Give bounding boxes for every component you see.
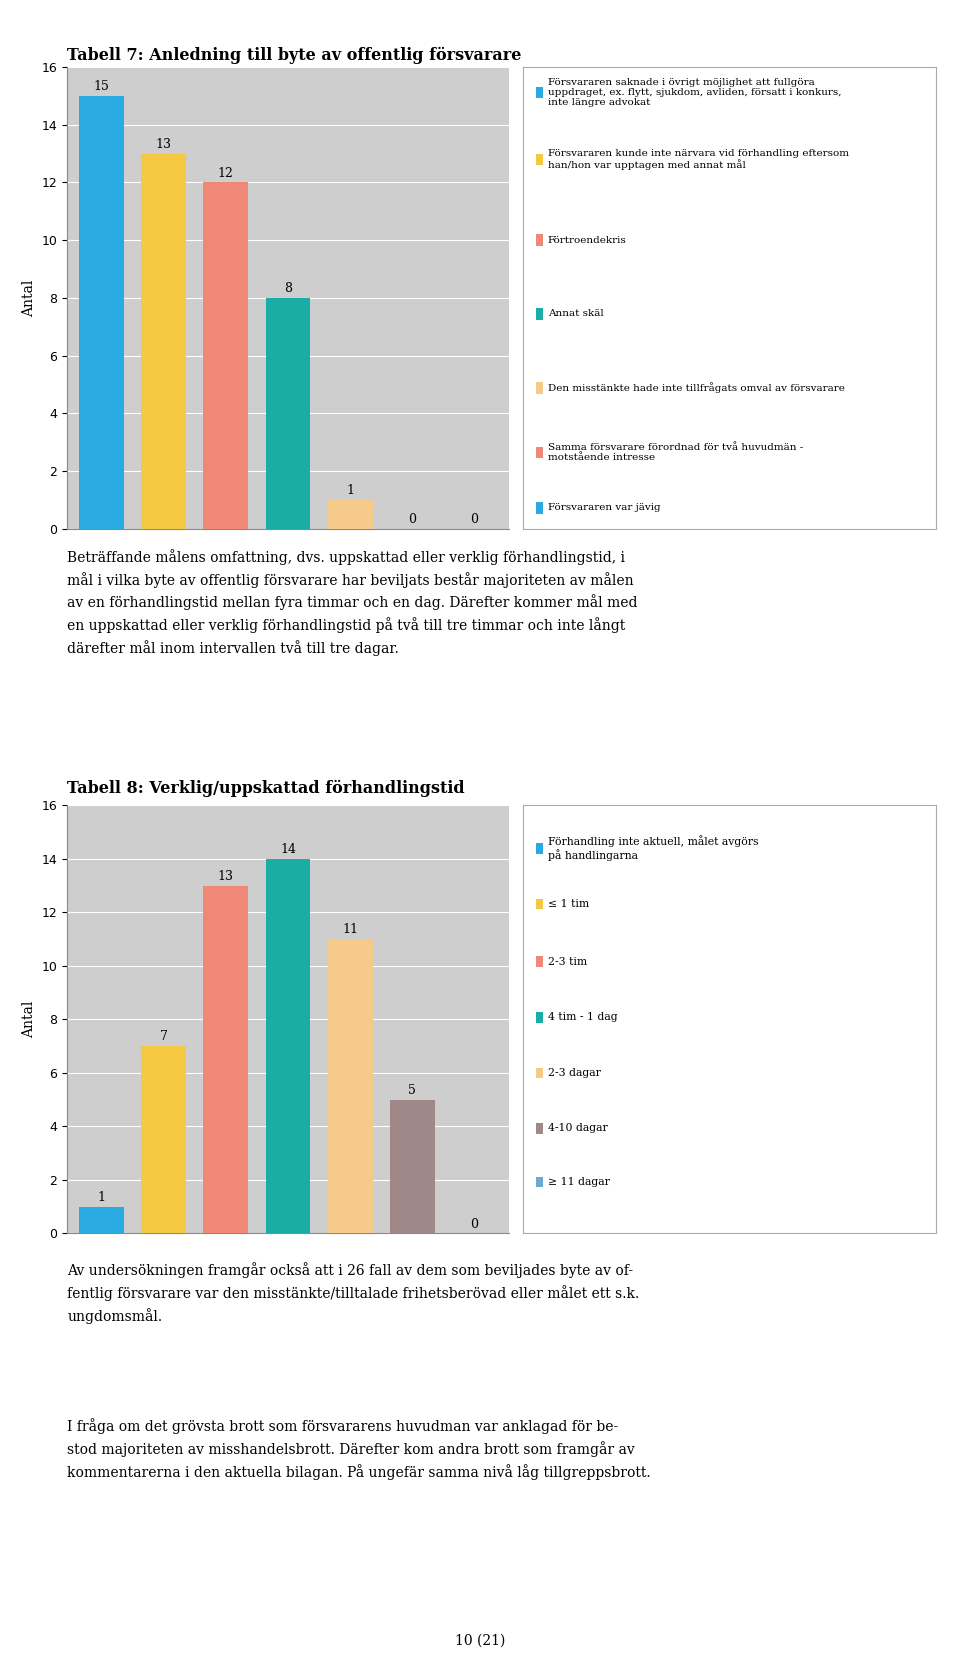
Bar — [536, 383, 542, 394]
Text: 13: 13 — [218, 869, 234, 883]
Text: 0: 0 — [470, 513, 479, 525]
Y-axis label: Antal: Antal — [22, 279, 36, 317]
Text: 12: 12 — [218, 166, 233, 180]
Text: Försvararen kunde inte närvara vid förhandling eftersom
han/hon var upptagen med: Försvararen kunde inte närvara vid förha… — [548, 149, 849, 169]
Text: 11: 11 — [342, 923, 358, 936]
Text: Av undersökningen framgår också att i 26 fall av dem som beviljades byte av of-
: Av undersökningen framgår också att i 26… — [67, 1262, 639, 1324]
Text: Förhandling inte aktuell, målet avgörs
på handlingarna: Förhandling inte aktuell, målet avgörs p… — [548, 836, 758, 861]
Bar — [536, 1176, 542, 1188]
Text: Beträffande målens omfattning, dvs. uppskattad eller verklig förhandlingstid, i
: Beträffande målens omfattning, dvs. upps… — [67, 549, 637, 656]
Bar — [79, 1206, 124, 1233]
Text: 1: 1 — [347, 483, 354, 497]
Bar — [204, 886, 249, 1233]
Text: Tabell 8: Verklig/uppskattad förhandlingstid: Tabell 8: Verklig/uppskattad förhandling… — [67, 780, 465, 797]
Text: 4-10 dagar: 4-10 dagar — [548, 1124, 608, 1134]
Text: 7: 7 — [159, 1030, 168, 1044]
Text: 13: 13 — [156, 138, 172, 151]
Bar — [536, 502, 542, 513]
Bar — [536, 1123, 542, 1134]
Bar — [266, 859, 310, 1233]
Text: 4 tim - 1 dag: 4 tim - 1 dag — [548, 1012, 617, 1022]
Text: ≥ 11 dagar: ≥ 11 dagar — [548, 1176, 610, 1186]
Bar — [536, 154, 542, 164]
Y-axis label: Antal: Antal — [22, 1000, 36, 1039]
Bar — [536, 446, 542, 458]
Bar — [536, 309, 542, 320]
Text: 0: 0 — [408, 513, 417, 525]
Bar — [536, 842, 542, 854]
Text: Tabell 7: Anledning till byte av offentlig försvarare: Tabell 7: Anledning till byte av offentl… — [67, 47, 521, 64]
Text: ≤ 1 tim: ≤ 1 tim — [548, 899, 589, 909]
Bar — [266, 297, 310, 529]
Bar — [536, 898, 542, 909]
Bar — [141, 154, 186, 529]
Bar — [79, 96, 124, 529]
Bar — [536, 1012, 542, 1022]
Text: 14: 14 — [280, 844, 296, 856]
Text: I fråga om det grövsta brott som försvararens huvudman var anklagad för be-
stod: I fråga om det grövsta brott som försvar… — [67, 1418, 651, 1480]
Text: Förtroendekris: Förtroendekris — [548, 235, 627, 245]
Text: 5: 5 — [408, 1084, 417, 1097]
Text: Annat skäl: Annat skäl — [548, 309, 604, 319]
Bar — [536, 87, 542, 99]
Text: Försvararen var jävig: Försvararen var jävig — [548, 503, 660, 512]
Bar — [536, 956, 542, 967]
Bar — [327, 500, 372, 529]
Text: Den misstänkte hade inte tillfrågats omval av försvarare: Den misstänkte hade inte tillfrågats omv… — [548, 383, 845, 393]
Text: 1: 1 — [97, 1191, 106, 1203]
Text: 2-3 tim: 2-3 tim — [548, 956, 588, 967]
Text: Försvararen saknade i övrigt möjlighet att fullgöra
uppdraget, ex. flytt, sjukdo: Försvararen saknade i övrigt möjlighet a… — [548, 77, 842, 107]
Bar — [536, 235, 542, 247]
Text: 2-3 dagar: 2-3 dagar — [548, 1067, 601, 1077]
Bar — [204, 183, 249, 529]
Text: 15: 15 — [93, 81, 109, 92]
Bar — [141, 1045, 186, 1233]
Text: 8: 8 — [284, 282, 292, 295]
Text: 0: 0 — [470, 1218, 479, 1230]
Bar — [327, 940, 372, 1233]
Bar — [390, 1099, 435, 1233]
Text: 10 (21): 10 (21) — [455, 1634, 505, 1648]
Text: Samma försvarare förordnad för två huvudmän -
motstående intresse: Samma försvarare förordnad för två huvud… — [548, 443, 804, 461]
Bar — [536, 1067, 542, 1079]
